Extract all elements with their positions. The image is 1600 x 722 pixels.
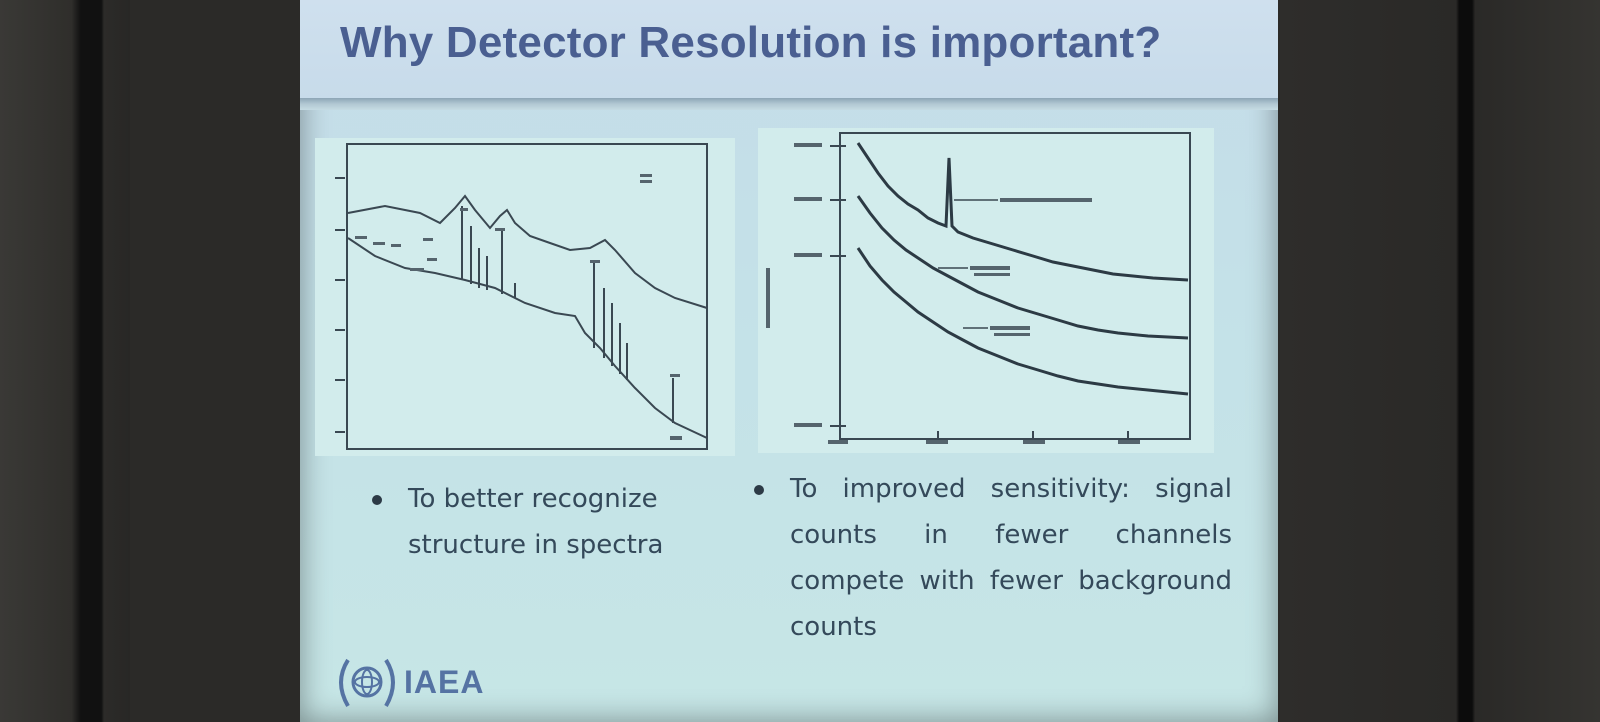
plot-frame [346,143,708,450]
y-axis-ticks [830,145,846,427]
lower-spectrum-curve [347,237,708,439]
bullet-dot-icon [754,485,764,495]
plot-frame [839,132,1191,440]
room-background-right [1280,0,1600,722]
y-axis-ticks [335,177,345,433]
spectrum-plot-right [766,132,1191,444]
x-axis-ticks [937,431,1129,439]
bullet-text: To better recognize structure in spectra [408,484,664,560]
bullet-item: To better recognize structure in spectra [370,476,700,568]
annotation-leaders [938,199,998,329]
upper-envelope-curve [347,194,708,309]
title-band [300,0,1278,100]
slide-title: Why Detector Resolution is important? [340,18,1162,67]
title-divider [300,98,1278,110]
bullet-text: To improved sensitivity: signal counts i… [790,474,1232,642]
spectrum-trace-top [856,142,1189,282]
bullet-list-left: To better recognize structure in spectra [370,476,700,568]
bullet-list-right: To improved sensitivity: signal counts i… [752,466,1232,650]
spectrum-plot-left [335,143,708,450]
iaea-logo: IAEA [332,652,484,712]
spectrum-trace-middle [856,195,1189,340]
bullet-item: To improved sensitivity: signal counts i… [752,466,1232,650]
peak-annotations [355,174,682,440]
iaea-emblem-icon [339,658,395,708]
logo-text: IAEA [404,663,485,700]
spectrum-figure-right [758,128,1214,453]
peak-lines [461,206,674,423]
trace-annotations [970,198,1092,336]
axis-tick-labels [766,143,1140,444]
bullet-dot-icon [372,495,382,505]
spectrum-trace-bottom [856,247,1189,396]
spectrum-figure-left [315,138,735,456]
projected-slide: Why Detector Resolution is important? [300,0,1278,722]
room-background-left [0,0,130,722]
